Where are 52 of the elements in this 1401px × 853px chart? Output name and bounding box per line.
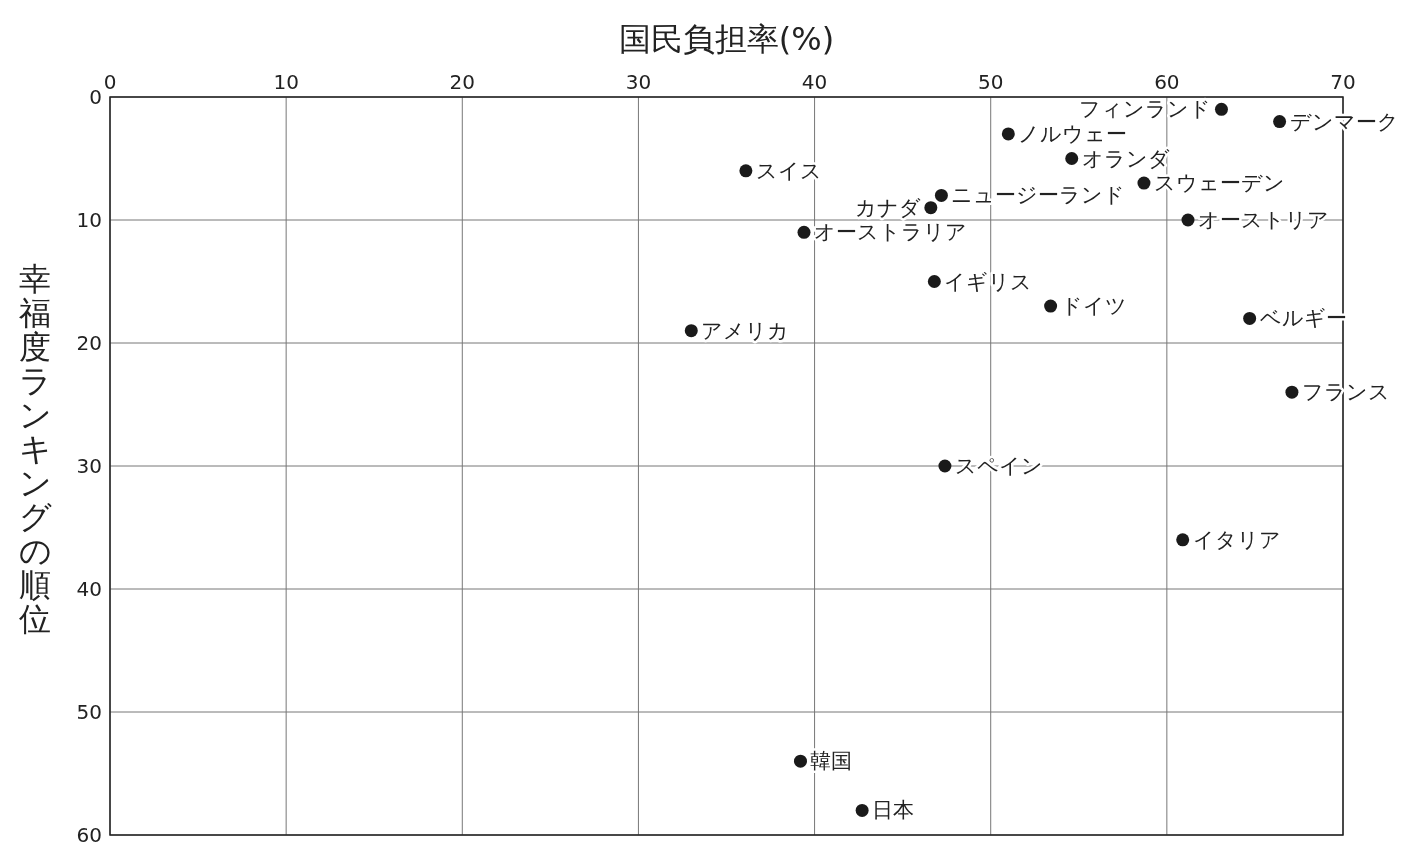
annotation: ニュージーランド [951, 183, 1126, 208]
point [1176, 533, 1190, 547]
point [1243, 311, 1257, 325]
annotation: フィンランド [1079, 97, 1212, 122]
annotation: オーストラリア [814, 220, 967, 245]
annotation: ノルウェー [1018, 121, 1128, 146]
annotation: イタリア [1192, 527, 1281, 552]
x-tick-label: 30 [625, 70, 652, 94]
y-tick-label: 10 [76, 208, 102, 232]
point [684, 324, 698, 338]
x-tick-label: 60 [1154, 70, 1180, 94]
annotation: イギリス [944, 269, 1033, 294]
x-tick-label: 10 [273, 70, 299, 94]
y-tick-label: 60 [76, 823, 102, 847]
point [793, 754, 807, 768]
point [1214, 102, 1228, 116]
point [1273, 115, 1287, 129]
point [1044, 299, 1058, 313]
point [797, 225, 811, 239]
y-tick-label: 20 [76, 331, 102, 355]
point [924, 201, 938, 215]
annotation: ベルギー [1259, 306, 1347, 331]
y-tick-label: 40 [76, 577, 102, 601]
x-tick-label: 70 [1330, 70, 1356, 94]
y-tick-label: 0 [89, 85, 102, 109]
y-tick-label: 30 [76, 454, 102, 478]
point [938, 459, 952, 473]
x-tick-label: 0 [103, 70, 117, 94]
annotation: カナダ [854, 195, 921, 220]
annotation: ドイツ [1060, 294, 1127, 319]
point [1181, 213, 1195, 227]
annotation: 日本 [872, 798, 915, 823]
point [1065, 152, 1079, 165]
annotation: スウェーデン [1153, 171, 1285, 196]
y-tick-label: 50 [76, 700, 102, 724]
x-tick-label: 50 [977, 70, 1004, 94]
x-tick-label: 20 [449, 70, 476, 94]
annotation: オランダ [1081, 146, 1170, 171]
point [1001, 127, 1015, 141]
point [1285, 385, 1299, 399]
x-axis-title: 国民負担率(%) [618, 20, 835, 58]
annotation: アメリカ [701, 318, 790, 343]
text: 幸福度ランキングの順位 [18, 260, 52, 638]
annotation: フランス [1301, 380, 1390, 405]
x-tick-label: 40 [801, 70, 828, 94]
point [739, 164, 753, 178]
annotation: スペイン [954, 454, 1043, 478]
point [855, 803, 869, 817]
annotation: オーストリア [1197, 208, 1329, 232]
point [927, 275, 941, 288]
point [934, 188, 948, 202]
point [1137, 176, 1151, 190]
